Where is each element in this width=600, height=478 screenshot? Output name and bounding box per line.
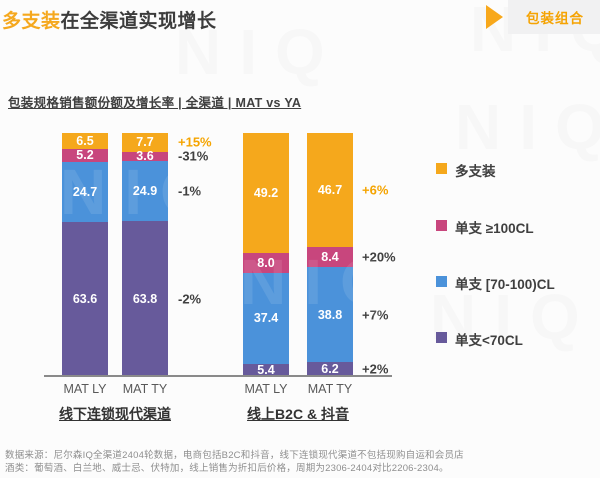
x-axis-label: MAT LY [244,382,288,396]
arrow-right-icon [486,5,503,29]
legend-label: 单支<70CL [455,333,523,348]
bar-segment [62,148,108,162]
section-badge-label: 包装组合 [526,11,584,26]
growth-rate-label: +2% [362,361,389,377]
page-title-rest: 在全渠道实现增长 [60,11,217,32]
segment-value-label: 24.9 [132,183,158,198]
channel-group-label: 线下连锁现代渠道 [59,406,171,422]
page-title: 多支装在全渠道实现增长 [2,6,217,33]
growth-rate-label: +6% [362,182,389,198]
bar-segment [122,133,168,152]
bar-segment [307,267,353,362]
footnote-note: 酒类：葡萄酒、白兰地、威士忌、伏特加，线上销售为折扣后价格，周期为2306-24… [5,463,449,474]
bar-segment [62,133,108,149]
growth-rate-label: -2% [178,291,202,307]
growth-rate-label: -1% [178,183,202,199]
page-title-highlight: 多支装 [2,11,61,32]
footnote-source: 数据来源：尼尔森IQ全渠道2404轮数据，电商包括B2C和抖音，线下连锁现代渠道… [5,450,464,461]
growth-rate-label: +15% [178,134,212,150]
legend-swatch-icon [436,332,447,343]
legend-swatch-icon [436,220,447,231]
legend-label: 单支 ≥100CL [455,221,534,236]
growth-rate-label: +7% [362,307,389,323]
bar-segment [122,160,168,222]
bar-segment [122,151,168,161]
bar-segment [122,221,168,377]
growth-rate-label: -31% [178,148,209,164]
legend-item: 多支装 [436,160,496,180]
segment-value-label: 5.2 [76,148,94,163]
bar-segment [243,363,289,377]
legend-item: 单支<70CL [436,329,523,349]
section-badge: 包装组合 [486,0,600,34]
bar-segment [307,246,353,268]
segment-value-label: 3.6 [136,149,154,164]
channel-group-label: 线上B2C & 抖音 [247,406,349,422]
segment-value-label: 5.4 [257,363,275,378]
bar-segment [243,272,289,364]
x-axis-line [44,375,392,377]
segment-value-label: 8.4 [321,249,339,264]
legend-label: 多支装 [455,164,496,179]
bar-segment [62,161,108,222]
segment-value-label: 24.7 [72,184,98,199]
segment-value-label: 63.8 [132,292,158,307]
segment-value-label: 6.2 [321,362,339,377]
segment-value-label: 46.7 [317,182,343,197]
chart-title: 包装规格销售额份额及增长率 | 全渠道 | MAT vs YA [8,96,302,110]
legend-label: 单支 [70-100)CL [455,277,555,292]
legend-swatch-icon [436,163,447,174]
x-axis-label: MAT TY [122,382,168,396]
segment-value-label: 38.8 [317,307,343,322]
legend-swatch-icon [436,276,447,287]
segment-value-label: 49.2 [253,186,279,201]
x-axis-label: MAT LY [63,382,107,396]
bar-segment [307,132,353,247]
growth-rate-label: +20% [362,249,396,265]
segment-value-label: 63.6 [72,292,98,307]
segment-value-label: 6.5 [76,133,94,148]
bar-segment [62,221,108,377]
segment-value-label: 8.0 [257,255,275,270]
bar-segment [243,133,289,254]
bar-segment [243,253,289,273]
x-axis-label: MAT TY [307,382,353,396]
bar-segment [307,361,353,377]
legend-item: 单支 [70-100)CL [436,273,555,293]
segment-value-label: 37.4 [253,311,279,326]
segment-value-label: 7.7 [136,135,154,150]
legend-item: 单支 ≥100CL [436,217,534,237]
